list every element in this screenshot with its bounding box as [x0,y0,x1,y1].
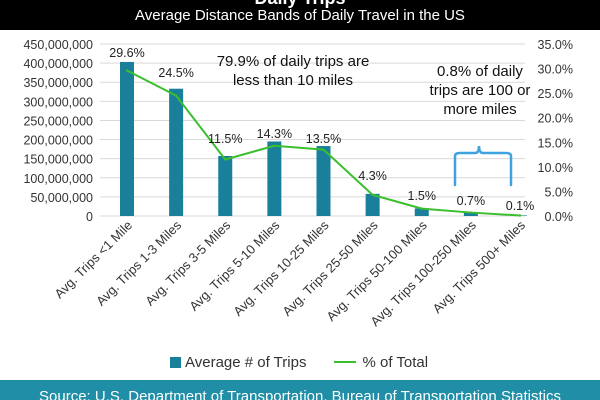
legend-bar-swatch [170,356,181,368]
y-right-tick-label: 0.0% [545,210,574,224]
bar [463,212,478,216]
x-category-label: Avg. Trips 10-25 Miles [230,217,332,319]
line-point [371,193,374,197]
legend-item-bars: Average # of Trips [170,354,306,371]
line-point [469,211,473,214]
bar [267,141,282,216]
bar [316,146,331,216]
y-right-tick-label: 25.0% [538,87,573,101]
y-left-tick-label: 450,000,000 [23,38,93,52]
x-category-label: Avg. Trips 3-5 Miles [142,217,234,309]
data-label: 0.1% [506,199,535,213]
y-right-tick-label: 35.0% [538,38,573,52]
annotation-bracket [453,145,513,187]
chart-legend: Average # of Trips % of Total [170,351,456,373]
annotation-short-trips: 79.9% of daily trips are less than 10 mi… [216,53,370,89]
y-right-tick-label: 5.0% [545,185,574,199]
x-category-label: Avg. Trips 1-3 Miles [93,217,185,309]
line-point [322,148,325,151]
data-label: 0.7% [457,194,486,208]
chart-canvas: 0 50,000,000 100,000,000 150,000,000 200,000… [23,38,574,329]
annotation-long-trips: 0.8% of daily trips are 100 or more mile… [429,63,531,118]
legend-bar-label: Average # of Trips [185,353,307,371]
legend-line-label: % of Total [362,353,429,371]
bar [365,193,380,216]
data-label: 4.3% [358,169,387,183]
title-banner: Daily Trips Average Distance Bands of Da… [0,0,600,30]
y-right-tick-label: 15.0% [538,136,573,150]
source-text: Source: U.S. Department of Transportatio… [39,388,561,400]
y-left-tick-label: 300,000,000 [23,95,93,109]
y-left-tick-label: 100,000,000 [23,172,93,186]
data-label: 24.5% [158,66,193,80]
bar [169,88,184,216]
bar [414,208,429,216]
data-label: 29.6% [109,46,144,60]
y-right-tick-label: 20.0% [538,112,573,126]
bar [120,61,134,216]
line-point [125,69,129,72]
y-left-tick-label: 50,000,000 [30,191,93,205]
x-category-label: Avg. Trips 25-50 Miles [279,217,381,319]
y-left-tick-label: 350,000,000 [23,76,93,90]
bar [218,155,233,216]
y-right-tick-label: 30.0% [538,63,573,77]
data-label: 1.5% [408,189,437,203]
legend-item-line: % of Total [334,354,428,371]
line-point [518,214,522,217]
y-left-tick-label: 400,000,000 [23,57,93,71]
line-point [273,144,276,147]
data-label: 13.5% [306,132,341,146]
y-left-tick-label: 200,000,000 [23,134,93,148]
line-point [420,207,423,210]
line-point [174,94,178,97]
line-point [224,158,227,161]
data-label: 11.5% [208,132,243,146]
y-left-tick-label: 250,000,000 [23,114,93,128]
y-right-tick-label: 10.0% [538,161,573,175]
main-title: Daily Trips [0,0,600,8]
chart-subtitle: Average Distance Bands of Daily Travel i… [135,7,465,24]
data-label: 14.3% [257,127,292,141]
x-category-label: Avg. Trips 500+ Miles [430,217,529,316]
x-category-label: Avg. Trips 5-10 Miles [186,217,283,314]
source-footer: Source: U.S. Department of Transportatio… [0,380,600,400]
y-left-tick-label: 0 [86,210,93,224]
legend-line-swatch [334,361,357,363]
y-left-tick-label: 150,000,000 [23,153,93,167]
